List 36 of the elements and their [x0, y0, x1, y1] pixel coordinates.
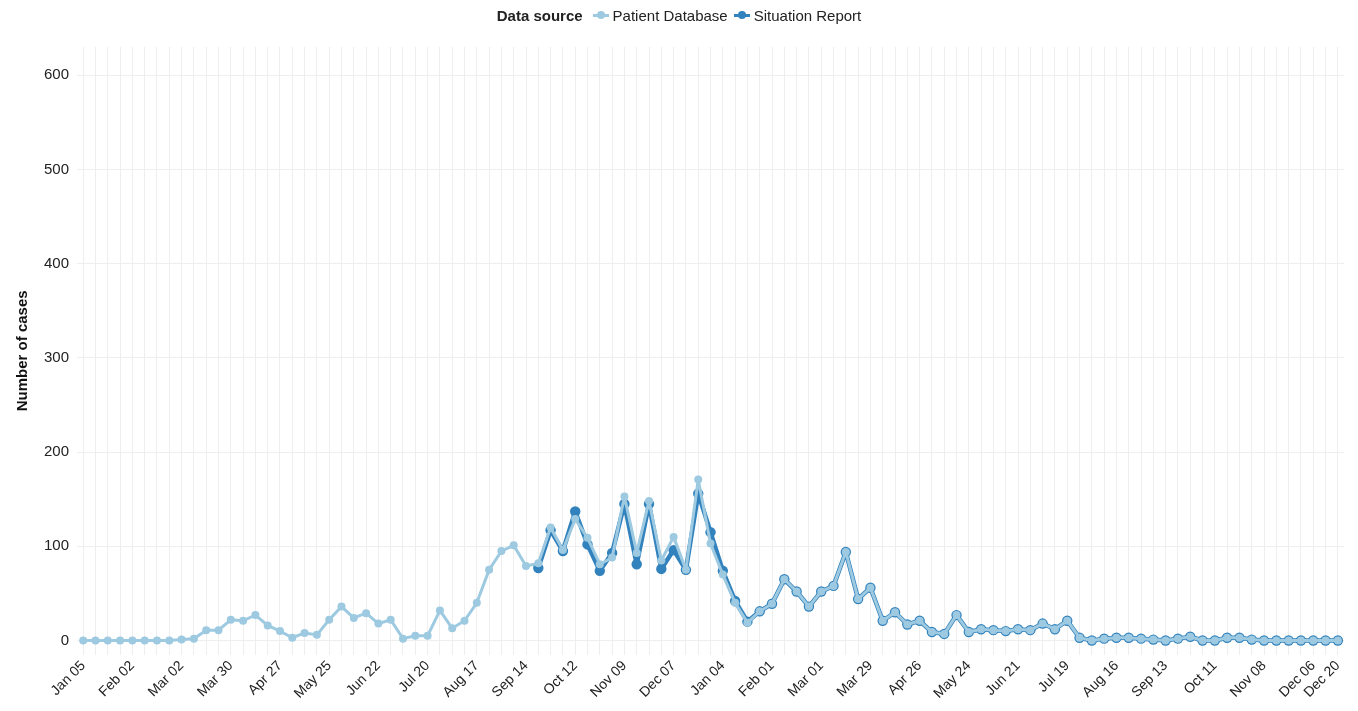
legend-label: Situation Report — [753, 6, 862, 24]
x-tick-label: Jan 04 — [686, 656, 728, 699]
x-tick-label: Jan 05 — [46, 656, 89, 699]
x-tick-label: Jun 21 — [981, 656, 1024, 699]
x-tick-label: Mar 01 — [783, 656, 827, 700]
x-tick-label: Oct 12 — [539, 656, 581, 698]
y-tick-label: 300 — [44, 348, 70, 366]
x-tick-label: Nov 09 — [586, 656, 630, 700]
x-tick-label: Mar 29 — [833, 656, 876, 700]
x-tick-label: Sep 13 — [1127, 656, 1171, 700]
y-axis-title: Number of cases — [13, 290, 31, 412]
x-tick-label: Apr 26 — [883, 656, 925, 698]
x-tick-label: Nov 08 — [1226, 656, 1270, 700]
y-tick-label: 600 — [44, 65, 70, 83]
y-tick-label: 400 — [44, 253, 70, 271]
x-tick-label: Jun 22 — [342, 656, 384, 699]
x-tick-label: Jul 19 — [1034, 656, 1073, 695]
x-tick-label: Feb 01 — [734, 656, 778, 700]
x-tick-label: Dec 07 — [635, 656, 679, 700]
legend-title: Data source — [496, 6, 583, 24]
x-tick-label: Oct 11 — [1179, 656, 1220, 697]
x-tick-label: Aug 16 — [1078, 656, 1122, 700]
x-tick-label: Feb 02 — [95, 656, 138, 700]
x-tick-label: Apr 27 — [244, 656, 285, 698]
x-tick-label: Jul 20 — [394, 656, 433, 695]
y-tick-label: 200 — [44, 442, 70, 460]
x-tick-label: May 25 — [290, 656, 335, 701]
y-tick-label: 100 — [44, 536, 70, 554]
x-tick-label: Sep 14 — [488, 656, 531, 700]
x-tick-label: May 24 — [929, 656, 974, 701]
x-tick-label: Mar 02 — [144, 656, 187, 700]
legend-label: Patient Database — [612, 6, 728, 24]
x-tick-label: Mar 30 — [193, 656, 236, 700]
x-tick-label: Aug 17 — [438, 656, 482, 700]
y-tick-label: 500 — [44, 159, 70, 177]
y-tick-label: 0 — [60, 630, 70, 648]
